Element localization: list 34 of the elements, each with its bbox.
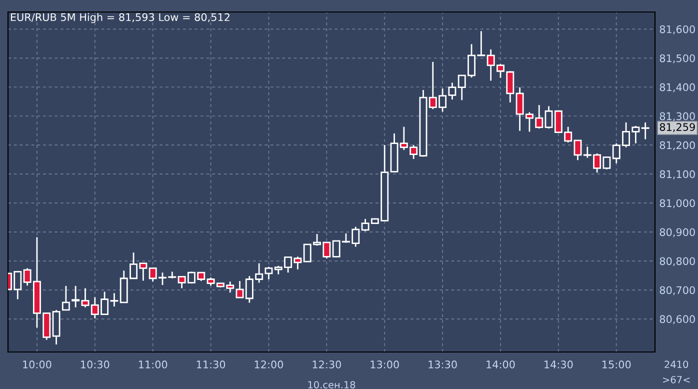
y-tick-label: 81,500 <box>660 54 695 64</box>
candlestick <box>574 140 582 161</box>
y-tick-label: 80,900 <box>660 228 695 238</box>
candlestick <box>641 122 650 140</box>
candlestick <box>81 288 90 308</box>
y-tick-label: 80,600 <box>660 315 695 324</box>
y-tick-label: 81,200 <box>660 141 695 150</box>
x-tick-label: 10:00 <box>23 360 52 368</box>
x-tick-label: 14:30 <box>544 360 573 368</box>
y-tick-label: 81,600 <box>660 25 695 34</box>
x-tick-label: 11:30 <box>196 360 226 368</box>
x-tick-label: 12:30 <box>312 360 341 368</box>
y-tick-label: 81,100 <box>660 170 695 180</box>
x-tick-label: 14:00 <box>486 360 515 368</box>
x-tick-label: 13:30 <box>428 360 457 368</box>
text: 10.сен.18 <box>308 381 356 388</box>
text: >67< <box>663 376 690 384</box>
candlestick <box>62 285 70 311</box>
y-tick-label: 81,300 <box>660 112 695 122</box>
y-tick-label: 80,800 <box>660 257 695 266</box>
y-tick-label: 81,400 <box>660 83 695 92</box>
x-tick-label: 13:00 <box>370 360 399 368</box>
x-tick-label: 10:30 <box>81 360 110 368</box>
x-tick-label: 15:00 <box>602 360 631 368</box>
y-tick-label: 80,700 <box>660 286 695 296</box>
annotation: 81,259 <box>660 123 695 132</box>
x-tick-label: 11:00 <box>138 360 168 368</box>
chart-title: EUR/RUB 5M High = 81,593 Low = 80,512 <box>10 13 230 24</box>
candlestick <box>264 266 273 280</box>
x-tick-label: 12:00 <box>254 360 284 368</box>
candlestick <box>236 280 244 298</box>
y-tick-label: 81,000 <box>660 199 695 208</box>
text: 2410 <box>664 360 688 368</box>
candlestick <box>72 285 80 308</box>
